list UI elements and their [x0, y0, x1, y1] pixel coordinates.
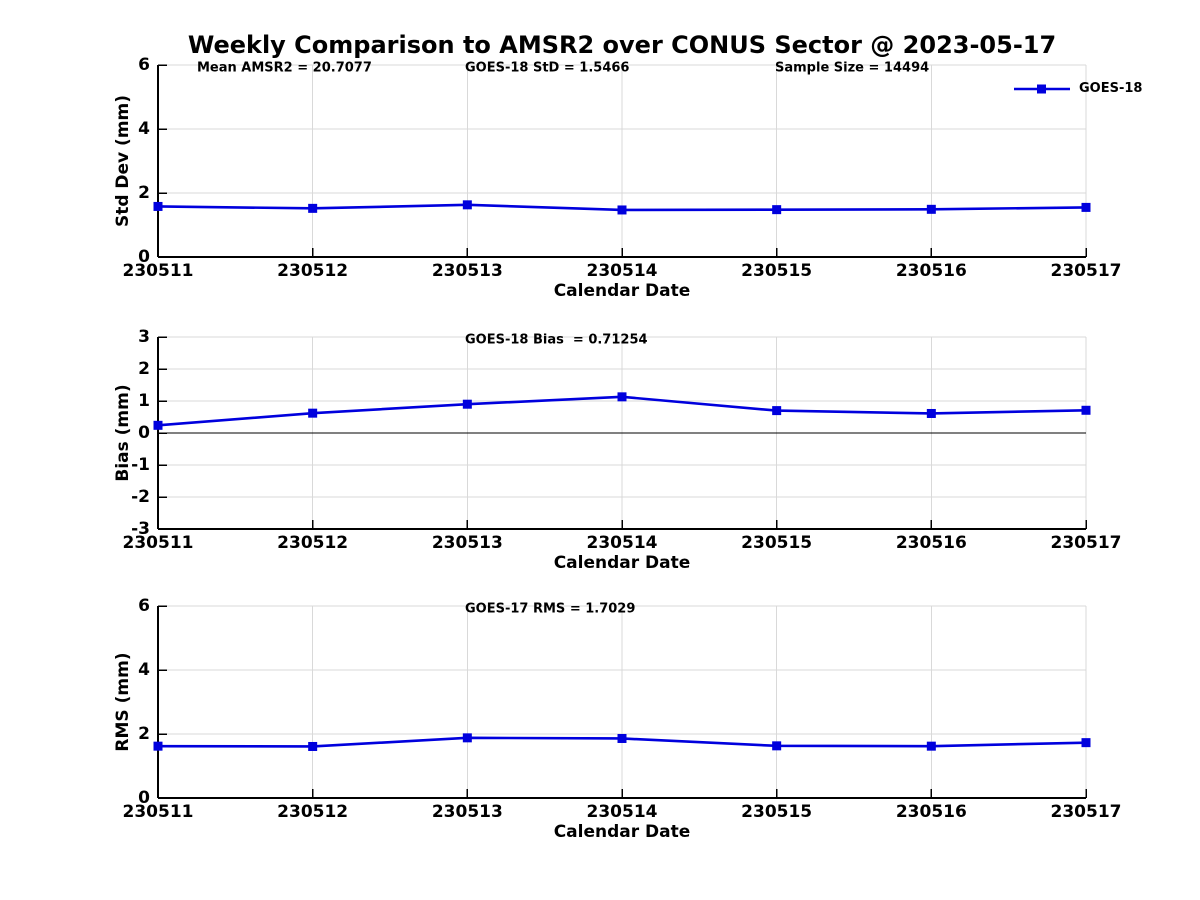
- x-tick-label: 230513: [431, 802, 503, 822]
- xlabel-bias: Calendar Date: [553, 553, 691, 573]
- data-point-marker: [772, 741, 782, 751]
- figure-title: Weekly Comparison to AMSR2 over CONUS Se…: [187, 31, 1057, 59]
- x-tick-label: 230515: [741, 802, 813, 822]
- data-point-marker: [153, 420, 163, 430]
- data-point-marker: [926, 204, 936, 214]
- annotation-std-dev-0: Mean AMSR2 = 20.7077: [197, 60, 372, 76]
- subplot-std-dev: [153, 64, 1091, 258]
- y-tick-label: 0: [138, 423, 150, 443]
- data-point-marker: [462, 733, 472, 743]
- data-point-marker: [1081, 738, 1091, 748]
- y-tick-label: 0: [138, 788, 150, 808]
- data-point-marker: [462, 399, 472, 409]
- x-tick-label: 230511: [122, 261, 194, 281]
- y-tick-label: 1: [138, 391, 150, 411]
- annotation-std-dev-1: GOES-18 StD = 1.5466: [465, 60, 630, 76]
- y-tick-label: 2: [138, 359, 150, 379]
- data-point-marker: [462, 200, 472, 210]
- legend-line-marker-icon: [1014, 84, 1070, 93]
- y-tick-label: -3: [131, 519, 150, 539]
- data-point-marker: [617, 392, 627, 402]
- data-point-marker: [308, 408, 318, 418]
- y-tick-label: -2: [131, 487, 150, 507]
- x-tick-label: 230514: [586, 533, 658, 553]
- y-tick-label: 0: [138, 247, 150, 267]
- annotation-bias-0: GOES-18 Bias = 0.71254: [465, 332, 648, 348]
- data-point-marker: [772, 406, 782, 416]
- annotation-std-dev-2: Sample Size = 14494: [775, 60, 930, 76]
- y-tick-label: -1: [131, 455, 150, 475]
- xlabel-rms: Calendar Date: [553, 822, 691, 842]
- x-tick-label: 230517: [1050, 533, 1122, 553]
- x-tick-label: 230513: [431, 533, 503, 553]
- y-tick-label: 2: [138, 724, 150, 744]
- y-tick-label: 4: [138, 119, 150, 139]
- annotation-rms-0: GOES-17 RMS = 1.7029: [465, 601, 636, 617]
- x-tick-label: 230514: [586, 802, 658, 822]
- xlabel-std-dev: Calendar Date: [553, 281, 691, 301]
- x-tick-label: 230516: [895, 261, 967, 281]
- x-tick-label: 230514: [586, 261, 658, 281]
- y-tick-label: 2: [138, 183, 150, 203]
- x-tick-label: 230515: [741, 261, 813, 281]
- x-tick-label: 230512: [277, 261, 349, 281]
- data-point-marker: [1081, 405, 1091, 415]
- x-tick-label: 230517: [1050, 802, 1122, 822]
- subplot-rms: [153, 605, 1091, 799]
- data-point-marker: [308, 741, 318, 751]
- x-tick-label: 230511: [122, 802, 194, 822]
- data-point-marker: [153, 741, 163, 751]
- y-tick-label: 6: [138, 596, 150, 616]
- data-point-marker: [617, 733, 627, 743]
- x-tick-label: 230512: [277, 533, 349, 553]
- x-tick-label: 230513: [431, 261, 503, 281]
- data-point-marker: [617, 205, 627, 215]
- data-point-marker: [772, 205, 782, 215]
- x-tick-label: 230516: [895, 533, 967, 553]
- x-tick-label: 230512: [277, 802, 349, 822]
- data-point-marker: [926, 408, 936, 418]
- data-point-marker: [1081, 202, 1091, 212]
- subplot-bias: [153, 336, 1091, 530]
- data-point-marker: [926, 741, 936, 751]
- data-point-marker: [153, 201, 163, 211]
- data-point-marker: [308, 203, 318, 213]
- x-tick-label: 230515: [741, 533, 813, 553]
- x-tick-label: 230511: [122, 533, 194, 553]
- x-tick-label: 230516: [895, 802, 967, 822]
- y-tick-label: 4: [138, 660, 150, 680]
- y-tick-label: 6: [138, 55, 150, 75]
- legend-label: GOES-18: [1079, 81, 1143, 96]
- ylabel-std-dev: Std Dev (mm): [113, 94, 133, 228]
- y-tick-label: 3: [138, 327, 150, 347]
- legend: GOES-18: [1013, 81, 1142, 96]
- x-tick-label: 230517: [1050, 261, 1122, 281]
